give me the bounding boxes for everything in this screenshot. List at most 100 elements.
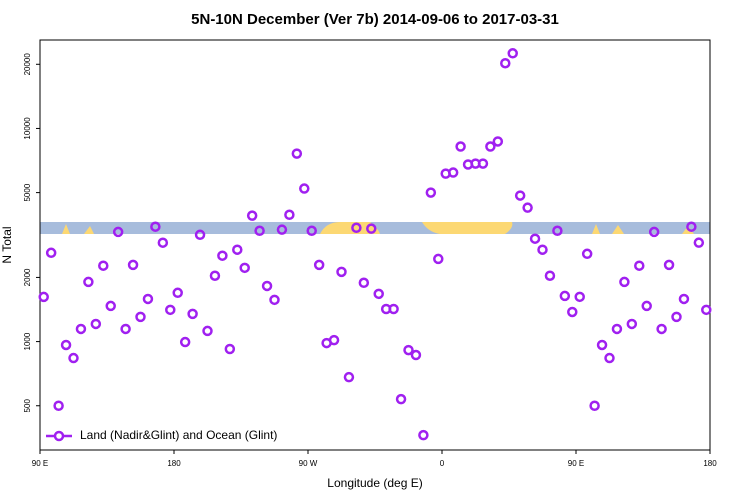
point [611,323,623,335]
point [567,306,578,318]
point [455,141,466,152]
x-tick-label: 180 [703,459,717,468]
point [194,229,206,241]
point [559,290,571,302]
legend-label: Land (Nadir&Glint) and Ocean (Glint) [80,428,277,442]
point [127,259,139,271]
point [395,393,407,405]
point [60,339,72,351]
point [254,225,265,237]
point [165,304,176,316]
point [529,233,541,244]
point [589,400,600,412]
point [634,260,645,271]
point [522,202,533,213]
x-tick-label: 0 [440,459,445,468]
point [232,244,243,255]
x-tick-label: 90 E [32,459,48,468]
point [202,325,213,337]
point [172,287,183,299]
point [648,226,660,238]
y-tick-label: 2000 [23,268,32,286]
y-tick-label: 1000 [23,332,32,350]
point [135,311,146,323]
point [187,308,198,320]
point [291,148,303,159]
point [224,343,236,355]
x-tick-label: 180 [167,459,181,468]
point [90,318,102,330]
point [209,270,221,281]
point [112,226,124,238]
y-axis-label: N Total [0,226,14,263]
point [663,259,675,271]
x-axis-label: Longitude (deg E) [327,476,422,490]
point [500,57,511,69]
point [306,225,317,237]
point [574,291,585,303]
point [157,237,169,248]
point [693,237,705,248]
point [351,222,362,234]
point [366,223,377,234]
point [686,221,697,232]
y-tick-label: 5000 [23,183,32,201]
y-tick-label: 20000 [23,53,32,76]
point [492,136,504,147]
point [246,210,258,221]
point [269,294,280,306]
point [313,259,325,271]
point [596,339,608,351]
point [678,293,690,305]
point [53,400,64,412]
point [544,270,556,281]
point [604,352,615,364]
x-tick-label: 90 W [299,459,318,468]
point [537,244,548,255]
point [105,300,116,312]
point [403,344,414,356]
point [425,187,437,198]
point [336,266,347,278]
point [514,190,526,201]
point [388,303,399,315]
plot-frame [39,39,711,451]
point [343,371,355,383]
legend-marker [53,430,65,442]
point [217,250,228,261]
point [581,248,593,260]
point [477,158,489,169]
point [418,429,429,441]
point [552,225,563,237]
point [619,276,630,288]
point [373,288,384,300]
point [671,311,682,323]
point [83,276,94,288]
point [410,349,422,361]
point [142,293,154,305]
y-tick-label: 500 [23,399,32,413]
point [120,323,131,335]
point [284,209,295,221]
point [507,48,518,59]
point [433,253,444,265]
point [656,323,667,335]
point [276,224,288,235]
point [98,260,109,271]
x-tick-label: 90 E [568,459,584,468]
point [68,352,79,364]
chart-title: 5N-10N December (Ver 7b) 2014-09-06 to 2… [191,11,559,28]
point [626,318,638,330]
point [641,300,652,312]
point [75,323,87,335]
y-tick-label: 10000 [23,117,32,140]
point [179,336,191,348]
point [45,247,57,259]
point [38,291,49,303]
point [358,277,370,289]
point [150,221,161,232]
point [701,304,712,316]
point [261,280,273,292]
point [299,183,310,194]
